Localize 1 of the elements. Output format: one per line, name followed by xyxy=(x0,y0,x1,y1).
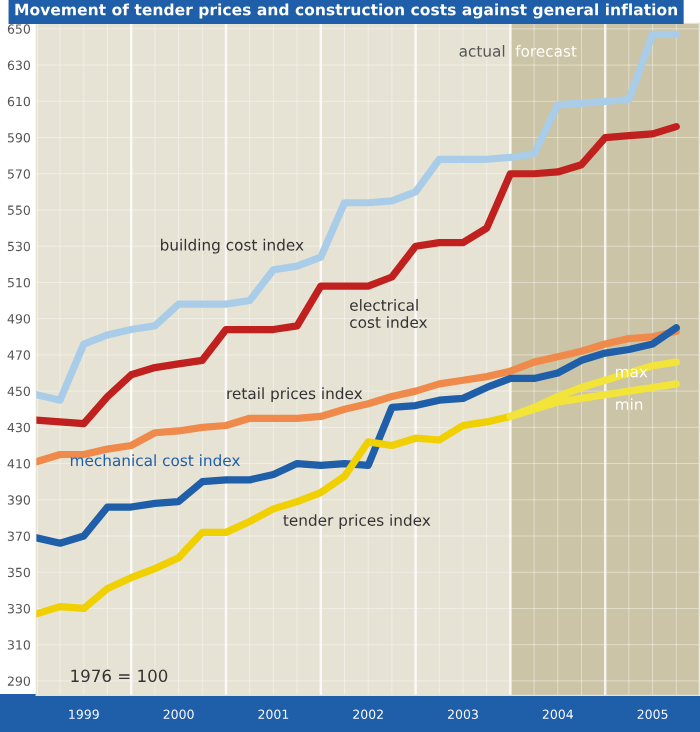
annotation: 1976 = 100 xyxy=(71,669,168,683)
